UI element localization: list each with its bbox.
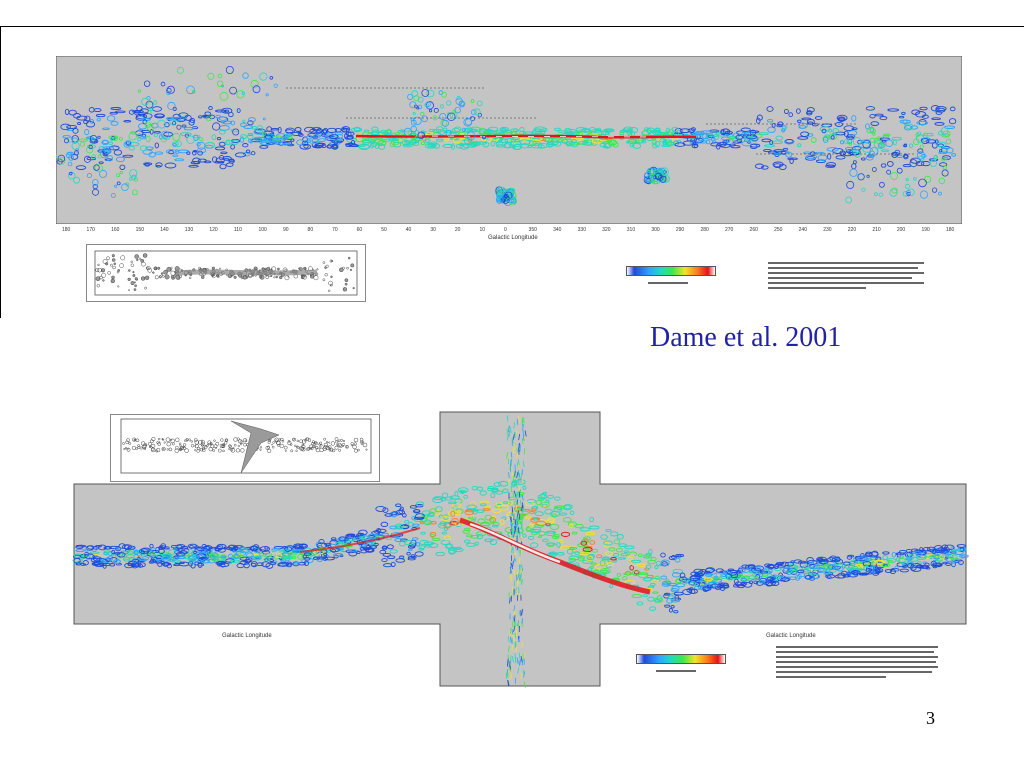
top-map-x-tick: 120 [209, 227, 218, 233]
top-map-x-tick: 190 [921, 227, 930, 233]
top-map-x-tick: 60 [356, 227, 363, 233]
lv-caption-text [776, 646, 938, 681]
top-map-x-tick: 150 [135, 227, 144, 233]
top-map-x-tick: 180 [62, 227, 71, 233]
top-map-x-tick: 340 [553, 227, 562, 233]
page-number: 3 [926, 708, 935, 728]
top-map-x-tick: 180 [946, 227, 955, 233]
slide-frame-left-rule [0, 26, 1, 318]
top-map-x-tick: 80 [307, 227, 314, 233]
top-map-x-tick: 40 [405, 227, 412, 233]
top-map-x-tick: 70 [332, 227, 338, 233]
velocity-inset-map [110, 414, 380, 482]
top-map-x-tick: 20 [454, 227, 461, 233]
top-map-x-tick: 280 [700, 227, 709, 233]
top-map-x-tick: 10 [479, 227, 485, 233]
top-map-x-tick: 290 [675, 227, 685, 233]
coverage-inset-map [86, 244, 366, 302]
top-map-x-tick: 320 [602, 227, 611, 233]
top-map-x-tick: 90 [283, 227, 289, 233]
top-map-x-tick: 200 [896, 227, 906, 233]
top-map-x-tick: 50 [381, 227, 387, 233]
top-map-x-tick: 30 [430, 227, 436, 233]
citation-text: Dame et al. 2001 [650, 322, 842, 353]
top-map-x-tick: 130 [184, 227, 194, 233]
lv-colorbar [636, 654, 726, 664]
top-map-x-tick: 300 [651, 227, 660, 233]
top-map-caption-text [768, 262, 924, 292]
top-map-x-tick: 210 [872, 227, 881, 233]
slide-frame-top-rule [0, 26, 1024, 27]
top-map-x-tick: 100 [258, 227, 267, 233]
top-map-x-tick: 240 [798, 227, 807, 233]
top-map-x-tick: 250 [774, 227, 783, 233]
top-map-x-tick: 350 [528, 227, 537, 233]
top-map-x-tick: 220 [847, 227, 857, 233]
top-map-x-axis-title: Galactic Longitude [488, 235, 538, 241]
top-map-x-tick: 270 [725, 227, 734, 233]
top-map-x-tick: 170 [86, 227, 95, 233]
lv-diagram-upper-panel [440, 412, 600, 484]
lv-diagram-lower-panel [440, 624, 600, 686]
top-map-colorbar-label [648, 282, 688, 287]
lv-left-x-axis-title: Galactic Longitude [222, 633, 272, 639]
top-map-x-tick: 310 [626, 227, 636, 233]
lv-right-x-axis-title: Galactic Longitude [766, 633, 816, 639]
top-map-x-tick: 260 [749, 227, 758, 233]
top-map-x-tick: 230 [823, 227, 832, 233]
top-map-x-tick: 160 [111, 227, 120, 233]
top-map-x-tick: 140 [160, 227, 169, 233]
lv-diagram-main-panel [74, 484, 966, 624]
co-survey-map [56, 56, 962, 224]
top-map-x-tick: 0 [504, 227, 507, 233]
top-map-x-tick: 110 [233, 227, 242, 233]
top-map-x-tick: 330 [577, 227, 586, 233]
co-survey-map-plot [56, 56, 962, 224]
lv-colorbar-label [656, 670, 696, 675]
top-map-colorbar [626, 266, 716, 276]
